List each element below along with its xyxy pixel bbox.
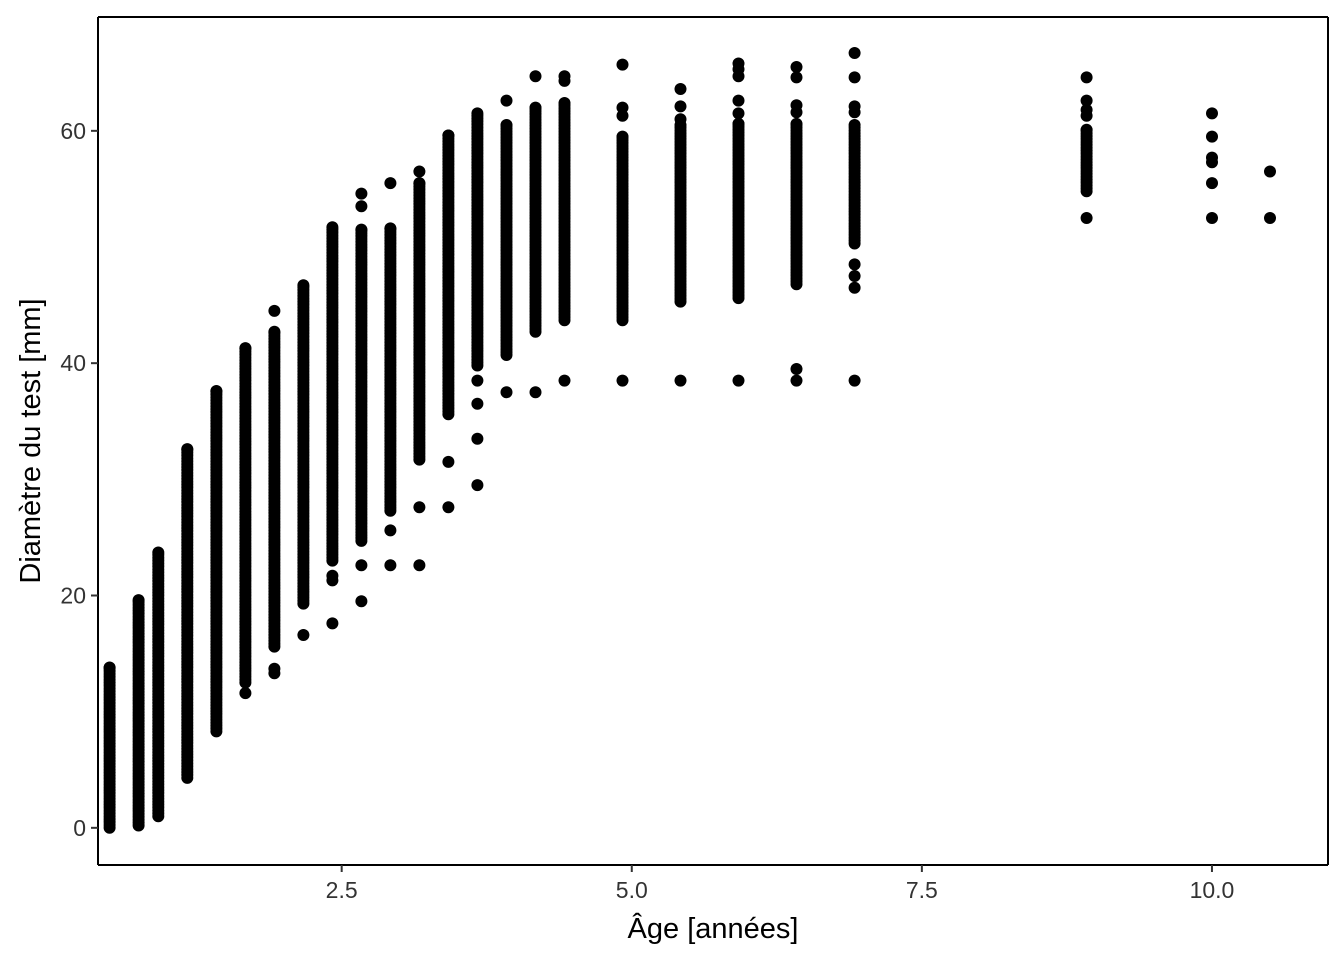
- data-point: [674, 113, 687, 126]
- data-point: [616, 130, 629, 143]
- data-point: [1206, 212, 1218, 224]
- x-tick-label: 2.5: [326, 877, 358, 903]
- data-point: [848, 374, 861, 387]
- data-point: [355, 595, 368, 608]
- data-point: [848, 47, 861, 59]
- data-point: [239, 342, 252, 355]
- y-axis-ticks: 0 20 40 60: [60, 118, 98, 841]
- data-point: [529, 386, 542, 399]
- data-point: [1080, 109, 1093, 122]
- data-point: [790, 106, 803, 119]
- data-point: [732, 117, 745, 130]
- data-point: [413, 177, 426, 190]
- data-point: [471, 479, 484, 492]
- data-point: [268, 667, 281, 680]
- x-tick-label: 10.0: [1190, 877, 1235, 903]
- x-tick-label: 7.5: [906, 877, 938, 903]
- data-point: [384, 524, 397, 537]
- data-point: [790, 363, 803, 375]
- x-axis-title: Âge [années]: [628, 912, 799, 945]
- data-point: [442, 501, 455, 514]
- y-axis-title: Diamètre du test [mm]: [15, 298, 47, 583]
- data-point: [1264, 165, 1276, 178]
- data-point: [500, 386, 513, 399]
- data-point: [790, 117, 803, 130]
- data-point: [132, 594, 145, 607]
- data-point: [1264, 212, 1276, 224]
- data-point: [1080, 71, 1093, 84]
- data-point: [181, 443, 194, 456]
- data-point: [355, 200, 368, 213]
- data-point: [442, 455, 455, 468]
- data-point: [616, 374, 629, 387]
- data-point: [732, 70, 745, 83]
- data-point: [384, 559, 397, 572]
- data-point: [413, 559, 426, 572]
- data-point: [1080, 123, 1093, 136]
- data-point: [790, 374, 803, 387]
- data-point: [355, 187, 368, 200]
- data-point: [268, 325, 281, 338]
- data-point: [558, 97, 571, 109]
- data-point: [471, 374, 484, 387]
- data-point: [384, 222, 397, 235]
- data-point: [355, 223, 368, 236]
- data-point: [1080, 212, 1093, 224]
- data-point: [529, 70, 542, 83]
- data-point: [616, 109, 629, 122]
- data-point: [1206, 177, 1218, 190]
- data-point: [500, 119, 513, 131]
- data-point: [732, 107, 745, 120]
- data-point: [471, 107, 484, 120]
- data-point: [471, 432, 484, 445]
- y-tick-label: 60: [60, 118, 86, 144]
- data-point: [326, 574, 339, 587]
- data-point: [732, 94, 745, 107]
- y-tick-label: 40: [60, 350, 86, 376]
- data-points: [103, 47, 1276, 834]
- y-tick-label: 20: [60, 582, 86, 608]
- data-point: [732, 374, 745, 387]
- data-point: [413, 165, 426, 178]
- data-point: [500, 94, 513, 107]
- y-tick-label: 0: [73, 815, 86, 841]
- data-point: [326, 221, 339, 234]
- data-point: [848, 106, 861, 119]
- data-point: [558, 74, 571, 87]
- data-point: [848, 270, 861, 282]
- data-point: [616, 58, 629, 71]
- data-point: [848, 71, 861, 84]
- data-point: [1080, 94, 1093, 107]
- data-point: [442, 129, 455, 142]
- data-point: [848, 281, 861, 294]
- x-tick-label: 5.0: [616, 877, 648, 903]
- data-point: [210, 385, 223, 397]
- data-point: [790, 61, 803, 73]
- data-point: [413, 501, 426, 514]
- data-point: [558, 374, 571, 387]
- data-point: [297, 629, 310, 641]
- data-point: [471, 397, 484, 410]
- data-point: [674, 100, 687, 113]
- data-point: [790, 71, 803, 84]
- data-point: [297, 279, 310, 292]
- data-point: [674, 83, 687, 95]
- data-point: [848, 258, 861, 271]
- data-point: [1206, 107, 1218, 120]
- data-point: [326, 617, 339, 630]
- data-point: [384, 177, 397, 190]
- data-point: [268, 304, 281, 317]
- data-point: [529, 101, 542, 114]
- data-point: [103, 661, 116, 674]
- data-point: [674, 374, 687, 387]
- data-point: [848, 119, 861, 131]
- data-point: [239, 687, 252, 700]
- data-point: [152, 546, 165, 559]
- data-point: [1206, 130, 1218, 143]
- x-axis-ticks: 2.5 5.0 7.5 10.0: [326, 865, 1235, 903]
- data-point: [355, 559, 368, 572]
- data-point: [1206, 156, 1218, 169]
